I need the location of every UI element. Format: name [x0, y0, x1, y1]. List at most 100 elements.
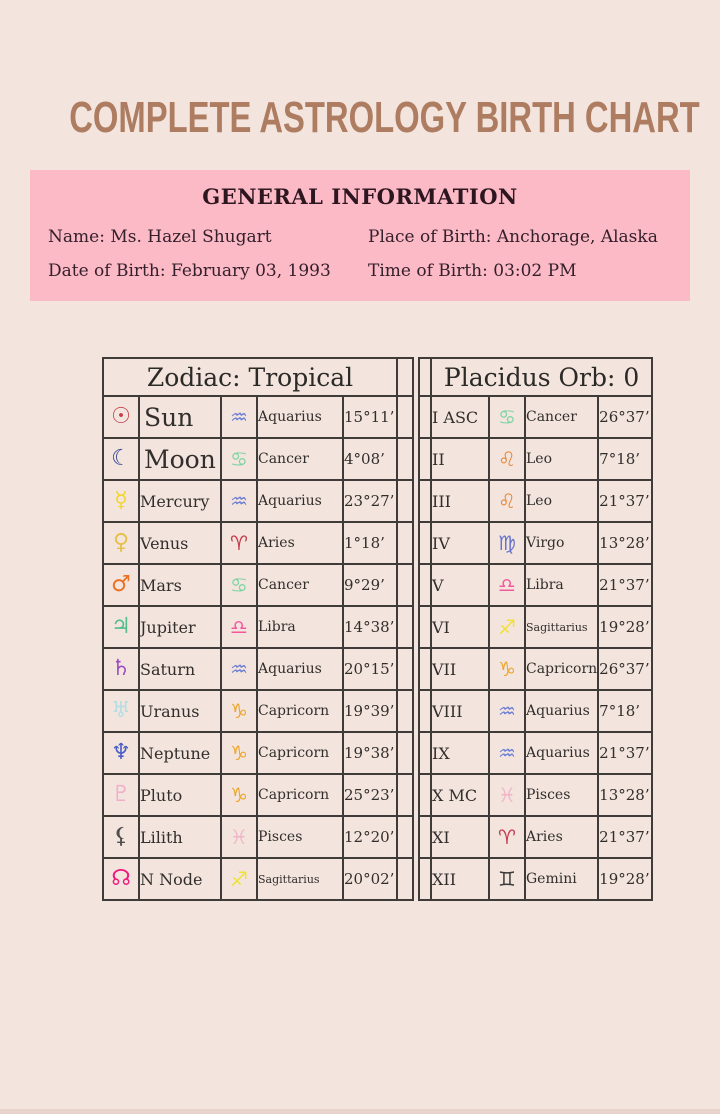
- planet-icon-cell: ♂: [102, 563, 140, 607]
- table-row: ♇ Pluto ♑ Capricorn 25°23’: [102, 773, 414, 817]
- planet-name: Lilith: [138, 815, 222, 859]
- sign-name: Cancer: [256, 437, 344, 481]
- sign-icon-cell: ♒: [220, 479, 258, 523]
- spacer-cell: [418, 647, 432, 691]
- spacer-cell: [418, 437, 432, 481]
- saturn-icon: ♄: [111, 656, 131, 681]
- capricorn-icon: ♑: [230, 740, 248, 765]
- sign-name: Capricorn: [256, 773, 344, 817]
- degrees: 14°38’: [342, 605, 398, 649]
- capricorn-icon: ♑: [230, 698, 248, 723]
- jupiter-icon: ♃: [111, 614, 131, 639]
- degrees: 21°37’: [597, 815, 654, 859]
- table-row: ♅ Uranus ♑ Capricorn 19°39’: [102, 689, 414, 733]
- degrees: 7°18’: [597, 437, 654, 481]
- degrees: 25°23’: [342, 773, 398, 817]
- planet-name: Moon: [138, 437, 222, 481]
- leo-icon: ♌: [498, 488, 516, 513]
- aries-icon: ♈: [498, 824, 516, 849]
- zodiac-table: Zodiac: Tropical ☉ Sun ♒ Aquarius 15°11’…: [102, 357, 414, 901]
- table-row: X MC ♓ Pisces 13°28’: [418, 773, 654, 817]
- libra-icon: ♎: [498, 572, 516, 597]
- sign-icon-cell: ♈: [220, 521, 258, 565]
- zodiac-header-row: Zodiac: Tropical: [102, 357, 414, 397]
- aquarius-icon: ♒: [230, 488, 248, 513]
- table-row: II ♌ Leo 7°18’: [418, 437, 654, 481]
- aquarius-icon: ♒: [230, 404, 248, 429]
- capricorn-icon: ♑: [498, 656, 516, 681]
- sign-name: Sagittarius: [523, 605, 600, 649]
- house-label: XII: [430, 857, 490, 901]
- table-row: XI ♈ Aries 21°37’: [418, 815, 654, 859]
- degrees: 26°37’: [597, 647, 654, 691]
- degrees: 19°28’: [597, 605, 654, 649]
- sign-icon-cell: ♒: [220, 395, 258, 439]
- sign-icon-cell: ♓: [488, 773, 526, 817]
- sign-name: Capricorn: [256, 731, 344, 775]
- pisces-icon: ♓: [230, 824, 248, 849]
- planet-icon-cell: ☿: [102, 479, 140, 523]
- spacer-cell: [418, 857, 432, 901]
- aquarius-icon: ♒: [498, 698, 516, 723]
- north-node-icon: ☊: [111, 866, 131, 891]
- table-row: VI ♐ Sagittarius 19°28’: [418, 605, 654, 649]
- sign-name: Aquarius: [523, 689, 600, 733]
- page-title: COMPLETE ASTROLOGY BIRTH CHART: [0, 94, 720, 144]
- planet-icon-cell: ☊: [102, 857, 140, 901]
- house-label: IV: [430, 521, 490, 565]
- degrees: 21°37’: [597, 731, 654, 775]
- name-field: Name: Ms. Hazel Shugart: [48, 227, 272, 247]
- table-row: VII ♑ Capricorn 26°37’: [418, 647, 654, 691]
- sign-icon-cell: ♒: [220, 647, 258, 691]
- aquarius-icon: ♒: [230, 656, 248, 681]
- table-row: ☿ Mercury ♒ Aquarius 23°27’: [102, 479, 414, 523]
- table-row: III ♌ Leo 21°37’: [418, 479, 654, 523]
- cancer-icon: ♋: [230, 572, 248, 597]
- degrees: 20°02’: [342, 857, 398, 901]
- spacer-cell: [396, 647, 414, 691]
- degrees: 13°28’: [597, 521, 654, 565]
- sign-name: Libra: [256, 605, 344, 649]
- planet-name: Neptune: [138, 731, 222, 775]
- sagittarius-icon: ♐: [498, 614, 516, 639]
- table-row: ♆ Neptune ♑ Capricorn 19°38’: [102, 731, 414, 775]
- degrees: 19°28’: [597, 857, 654, 901]
- spacer-cell: [396, 689, 414, 733]
- sagittarius-icon: ♐: [230, 866, 248, 891]
- sign-icon-cell: ♒: [488, 731, 526, 775]
- planet-name: Sun: [138, 395, 222, 439]
- sign-name: Capricorn: [256, 689, 344, 733]
- virgo-icon: ♍: [498, 530, 516, 555]
- planet-icon-cell: ♅: [102, 689, 140, 733]
- sign-name: Aries: [256, 521, 344, 565]
- sign-name: Libra: [523, 563, 600, 607]
- table-row: ♄ Saturn ♒ Aquarius 20°15’: [102, 647, 414, 691]
- table-row: I ASC ♋ Cancer 26°37’: [418, 395, 654, 439]
- spacer-cell: [418, 479, 432, 523]
- degrees: 7°18’: [597, 689, 654, 733]
- spacer-cell: [418, 521, 432, 565]
- spacer-cell: [396, 563, 414, 607]
- general-information-panel: GENERAL INFORMATION Name: Ms. Hazel Shug…: [30, 170, 690, 301]
- spacer-cell: [418, 689, 432, 733]
- sign-icon-cell: ♑: [220, 773, 258, 817]
- aquarius-icon: ♒: [498, 740, 516, 765]
- bottom-edge-line: [0, 1109, 720, 1114]
- degrees: 26°37’: [597, 395, 654, 439]
- sign-name: Sagittarius: [256, 857, 344, 901]
- degrees: 9°29’: [342, 563, 398, 607]
- venus-icon: ♀: [112, 530, 130, 555]
- page-title-text: COMPLETE ASTROLOGY BIRTH CHART: [69, 94, 700, 142]
- capricorn-icon: ♑: [230, 782, 248, 807]
- sign-name: Aquarius: [523, 731, 600, 775]
- spacer-cell: [396, 773, 414, 817]
- planet-icon-cell: ☉: [102, 395, 140, 439]
- mars-icon: ♂: [111, 572, 131, 597]
- table-row: VIII ♒ Aquarius 7°18’: [418, 689, 654, 733]
- planet-icon-cell: ♄: [102, 647, 140, 691]
- sign-name: Pisces: [256, 815, 344, 859]
- sign-name: Leo: [523, 437, 600, 481]
- leo-icon: ♌: [498, 446, 516, 471]
- general-information-heading: GENERAL INFORMATION: [202, 184, 518, 209]
- general-information-grid: Name: Ms. Hazel Shugart Place of Birth: …: [48, 227, 672, 281]
